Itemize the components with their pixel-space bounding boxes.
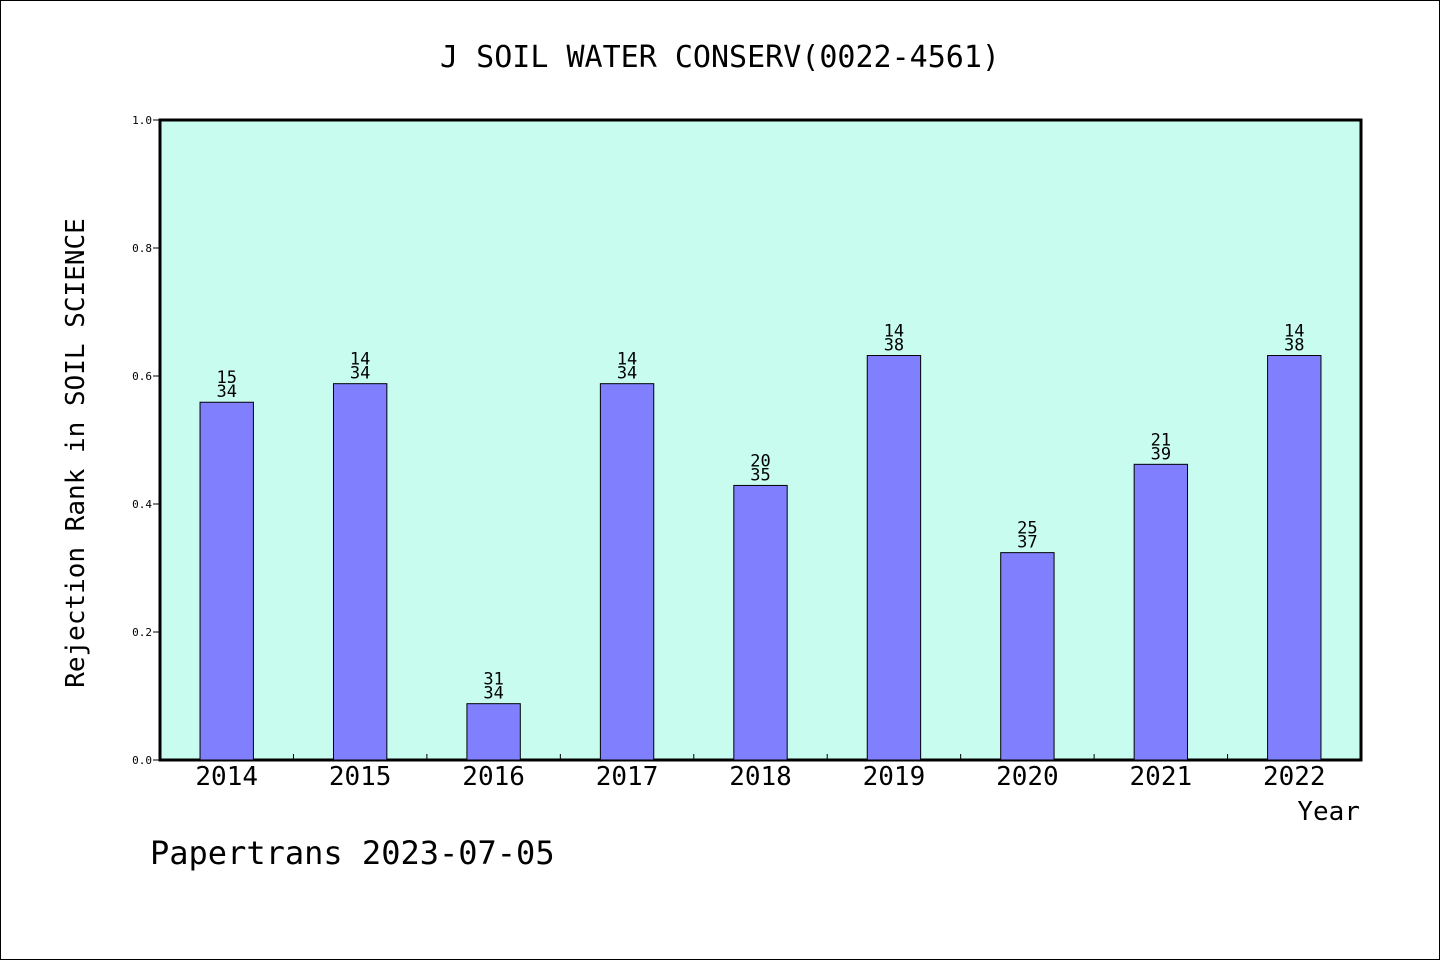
y-tick-label: 0.8 xyxy=(132,242,152,255)
footer-text: Papertrans 2023-07-05 xyxy=(150,834,555,872)
x-tick-label: 2018 xyxy=(729,762,792,792)
bar-label-total: 37 xyxy=(1017,533,1037,553)
bar-2022 xyxy=(1267,355,1322,761)
y-axis-label: Rejection Rank in SOIL SCIENCE xyxy=(61,218,91,688)
x-axis-labels: 2014 2015 2016 2017 2018 2019 2020 2021 2022 xyxy=(195,762,1325,792)
bar-label-rank: 31 xyxy=(483,670,503,690)
x-tick-label: 2020 xyxy=(996,762,1059,792)
bar-label-total: 39 xyxy=(1151,444,1171,464)
bar-2019 xyxy=(866,355,922,761)
x-tick-label: 2017 xyxy=(596,762,659,792)
y-tick-label: 0.0 xyxy=(132,754,152,767)
bar-label-total: 34 xyxy=(350,364,370,384)
bar-label-rank: 21 xyxy=(1151,430,1171,450)
x-axis-label: Year xyxy=(1297,797,1360,827)
bar-2021 xyxy=(1133,463,1189,761)
bar-2018 xyxy=(733,484,788,761)
bar-2020 xyxy=(1000,552,1055,761)
bar-2017 xyxy=(599,383,655,761)
x-tick-label: 2021 xyxy=(1130,762,1193,792)
bar-label-total: 34 xyxy=(483,684,503,704)
y-axis: 0.0 0.2 0.4 0.6 0.8 1.0 xyxy=(132,114,160,767)
x-tick-label: 2016 xyxy=(462,762,525,792)
bar-label-rank: 14 xyxy=(617,350,637,370)
bar-label-rank: 20 xyxy=(750,451,770,471)
bar-label-total: 34 xyxy=(216,382,236,402)
bar-label-rank: 15 xyxy=(216,368,236,388)
bar-label-rank: 14 xyxy=(884,322,904,342)
bar-2016 xyxy=(466,703,521,761)
bar-label-rank: 14 xyxy=(1284,322,1304,342)
bar-2015 xyxy=(332,383,388,761)
x-tick-label: 2015 xyxy=(329,762,392,792)
bar-2014 xyxy=(199,401,254,761)
bar-label-rank: 14 xyxy=(350,350,370,370)
x-axis-ticks xyxy=(292,754,1229,760)
bar-label-total: 35 xyxy=(750,465,770,485)
y-tick-label: 0.4 xyxy=(132,498,152,511)
bar-label-total: 38 xyxy=(884,336,904,356)
x-tick-label: 2022 xyxy=(1263,762,1326,792)
x-tick-label: 2014 xyxy=(195,762,258,792)
x-tick-label: 2019 xyxy=(863,762,926,792)
bar-label-total: 38 xyxy=(1284,336,1304,356)
chart-title: J SOIL WATER CONSERV(0022-4561) xyxy=(440,40,1000,75)
y-tick-label: 0.2 xyxy=(132,626,152,639)
y-tick-label: 0.6 xyxy=(132,370,152,383)
y-tick-label: 1.0 xyxy=(132,114,152,127)
bar-label-total: 34 xyxy=(617,364,637,384)
bar-label-rank: 25 xyxy=(1017,519,1037,539)
